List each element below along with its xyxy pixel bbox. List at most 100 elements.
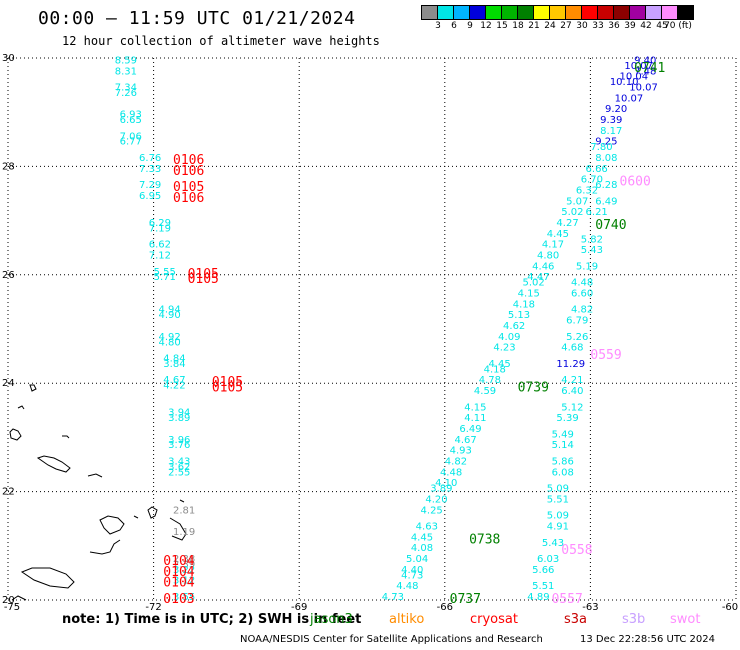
satellite-legend-item: s3b — [622, 612, 646, 627]
wave-reading: 5.26 — [566, 332, 588, 343]
pass-time-label: 0106 — [173, 153, 204, 168]
lat-tick-label: 22 — [2, 487, 15, 498]
wave-reading: 4.17 — [542, 240, 564, 251]
wave-reading: 6.08 — [552, 467, 574, 478]
colorbar-label: 3 — [435, 21, 441, 31]
credit-line: NOAA/NESDIS Center for Satellite Applica… — [240, 634, 543, 645]
satellite-legend-item: altiko — [389, 612, 425, 627]
pass-time-label: 0741 — [634, 61, 665, 76]
wave-reading: 7.19 — [149, 223, 171, 234]
wave-reading: 4.45 — [411, 532, 433, 543]
pass-time-label: 0104 — [163, 565, 194, 580]
colorbar-label: 15 — [496, 21, 508, 31]
wave-reading: 3.84 — [163, 359, 185, 370]
lon-tick-label: -66 — [437, 602, 453, 613]
wave-reading: 7.12 — [149, 251, 171, 262]
wave-reading: 9.39 — [600, 115, 622, 126]
wave-reading: 5.51 — [547, 494, 569, 505]
colorbar-label: 42 — [640, 21, 652, 31]
wave-reading: 7.29 — [139, 180, 161, 191]
wave-reading: 10.07 — [629, 83, 658, 94]
wave-reading: 4.47 — [527, 272, 549, 283]
pass-time-label: 0600 — [620, 175, 651, 190]
wave-reading: 3.89 — [168, 413, 190, 424]
caribbean-islands — [9, 384, 187, 601]
wave-reading: 4.62 — [503, 321, 525, 332]
pass-time-label: 0105 — [212, 381, 243, 396]
wave-reading: 6.70 — [581, 175, 603, 186]
pass-time-label: 0105 — [212, 375, 243, 390]
wave-reading: 4.80 — [537, 251, 559, 262]
colorbar-label: 9 — [467, 21, 473, 31]
wave-reading: 4.92 — [158, 332, 180, 343]
wave-reading: 3.89 — [430, 484, 452, 495]
pass-time-label: 0738 — [469, 532, 500, 547]
wave-reading: 4.68 — [561, 343, 583, 354]
wave-reading: 3.96 — [168, 435, 190, 446]
wave-reading: 2.55 — [168, 467, 190, 478]
wave-reading: 6.76 — [139, 153, 161, 164]
wave-reading: 4.45 — [547, 229, 569, 240]
wave-reading: 5.09 — [547, 484, 569, 495]
wave-reading: 8.17 — [600, 126, 622, 137]
wave-reading: 5.86 — [552, 457, 574, 468]
wave-reading: 4.09 — [498, 332, 520, 343]
wave-reading: 4.27 — [556, 218, 578, 229]
wave-reading: 4.22 — [163, 381, 185, 392]
wave-reading: 4.48 — [440, 467, 462, 478]
wave-reading: 6.77 — [120, 137, 142, 148]
island-outline — [9, 405, 187, 589]
satellite-legend-item: jason3 — [310, 612, 353, 627]
wave-reading: 6.95 — [139, 191, 161, 202]
wave-reading: 6.49 — [459, 424, 481, 435]
wave-reading: 6.62 — [149, 240, 171, 251]
lat-tick-label: 24 — [2, 378, 15, 389]
pass-time-label: 0106 — [173, 164, 204, 179]
timestamp: 13 Dec 22:28:56 UTC 2024 — [580, 634, 715, 645]
pass-time-label: 0740 — [595, 218, 626, 233]
wave-reading: 5.49 — [552, 429, 574, 440]
lon-tick-label: -69 — [291, 602, 307, 613]
wave-reading: 4.20 — [425, 494, 447, 505]
footnote: note: 1) Time is in UTC; 2) SWH is in fe… — [62, 612, 362, 627]
wave-reading: 3.94 — [168, 408, 190, 419]
lon-tick-label: -72 — [145, 602, 161, 613]
wave-reading: 8.31 — [115, 66, 137, 77]
lat-tick-label: 26 — [2, 270, 15, 281]
pass-time-label: 0557 — [552, 592, 583, 607]
wave-reading: 4.21 — [561, 375, 583, 386]
wave-reading: 4.82 — [445, 457, 467, 468]
wave-reading: 4.93 — [450, 446, 472, 457]
colorbar-label: 27 — [560, 21, 572, 31]
wave-readings: 8.598.31 7.347.26 6.936.65 7.066.77 6.767.33… — [115, 55, 658, 603]
wave-reading: 6.49 — [595, 196, 617, 207]
island-outline — [11, 384, 37, 601]
wave-reading: 9.25 — [595, 137, 617, 148]
wave-reading: 4.82 — [571, 305, 593, 316]
wave-reading: 6.60 — [571, 288, 593, 299]
wave-reading: 4.73 — [401, 570, 423, 581]
wave-reading: 6.79 — [566, 316, 588, 327]
lat-lon-grid — [7, 57, 737, 601]
wave-reading: 4.46 — [532, 261, 554, 272]
colorbar-labels: 3 6 9 12 15 18 21 24 27 30 33 36 39 42 45 70 (ft) — [422, 21, 740, 35]
wave-reading: 4.63 — [416, 522, 438, 533]
wave-reading: 9.40 — [634, 55, 656, 66]
wave-reading: 4.15 — [518, 288, 540, 299]
wave-reading: 5.51 — [532, 581, 554, 592]
wave-reading: 10.04 — [620, 72, 649, 83]
wave-reading: 5.14 — [552, 440, 574, 451]
pass-time-label: 0105 — [173, 180, 204, 195]
wave-reading: 5.82 — [581, 234, 603, 245]
satellite-legend-item: s3a — [564, 612, 588, 627]
wave-reading: 4.23 — [493, 343, 515, 354]
wave-reading: 5.71 — [154, 272, 176, 283]
wave-reading: 3.76 — [168, 440, 190, 451]
lon-tick-label: -63 — [582, 602, 598, 613]
colorbar-label: 39 — [624, 21, 636, 31]
wave-reading: 5.12 — [561, 402, 583, 413]
satellite-legend-item: swot — [670, 612, 701, 627]
wave-reading: 4.90 — [158, 310, 180, 321]
wave-reading: 7.33 — [139, 164, 161, 175]
wave-reading: 4.18 — [513, 299, 535, 310]
